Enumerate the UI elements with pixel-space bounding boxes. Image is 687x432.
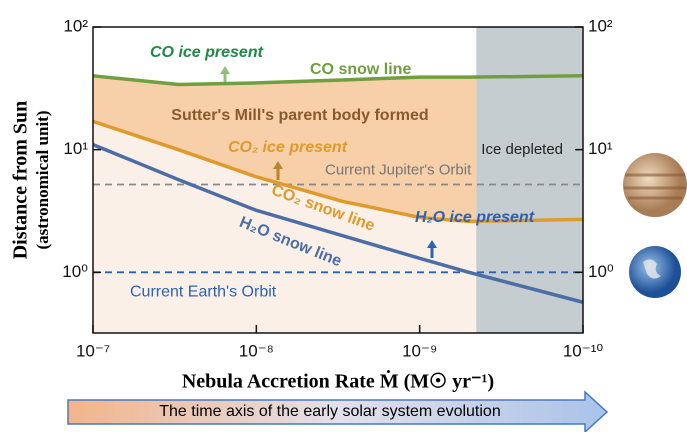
- y2-tick-label: 10⁰: [588, 262, 614, 281]
- annotation: H₂O ice present: [415, 209, 535, 226]
- y-tick-label: 10²: [63, 16, 88, 35]
- annotation: Sutter's Mill's parent body formed: [171, 107, 428, 124]
- y-axis-subtitle: (astronomical unit): [33, 111, 52, 250]
- x-tick-label: 10⁻⁹: [402, 341, 437, 360]
- jupiter: [623, 153, 687, 217]
- time-arrow-label: The time axis of the early solar system …: [159, 403, 500, 420]
- earth-orbit-label: Current Earth's Orbit: [130, 284, 277, 301]
- ice-depleted-label: Ice depleted: [481, 141, 563, 158]
- jupiter-orbit-label: Current Jupiter's Orbit: [325, 161, 472, 178]
- x-axis-title: Nebula Accretion Rate Ṁ (M☉ yr⁻¹): [182, 369, 494, 393]
- annotation: CO₂ ice present: [228, 139, 348, 156]
- x-tick-label: 10⁻¹⁰: [563, 341, 604, 360]
- y-axis-title: Distance from Sun: [10, 101, 32, 260]
- y2-tick-label: 10¹: [588, 139, 613, 158]
- annotation: CO ice present: [150, 44, 264, 61]
- chart: Distance from Sun (astronomical unit) Ne…: [0, 0, 687, 432]
- earth: [629, 246, 681, 298]
- y-tick-label: 10¹: [63, 139, 88, 158]
- series-label: CO snow line: [310, 61, 411, 78]
- y-tick-label: 10⁰: [62, 262, 88, 281]
- x-tick-label: 10⁻⁸: [239, 341, 274, 360]
- x-tick-label: 10⁻⁷: [76, 341, 110, 360]
- y2-tick-label: 10²: [588, 16, 613, 35]
